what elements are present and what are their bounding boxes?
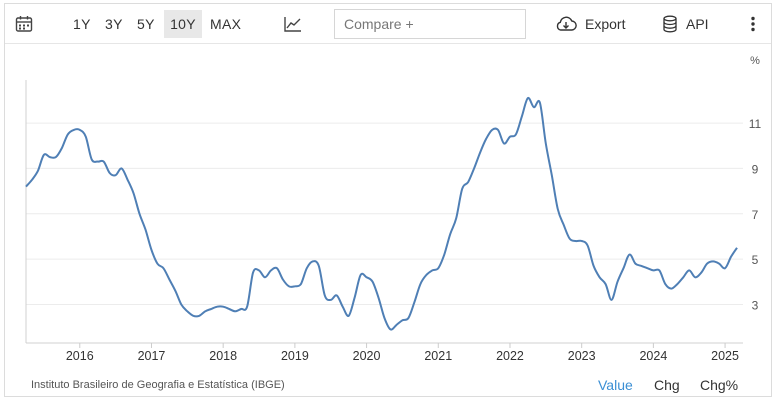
database-icon bbox=[662, 15, 678, 33]
x-tick-label: 2021 bbox=[424, 349, 452, 363]
y-tick-label: 5 bbox=[752, 253, 759, 267]
export-label: Export bbox=[585, 16, 626, 32]
tab-chg-percent[interactable]: Chg% bbox=[700, 377, 739, 393]
tab-value[interactable]: Value bbox=[598, 377, 633, 393]
y-tick-label: 9 bbox=[752, 162, 759, 176]
api-label: API bbox=[686, 16, 709, 32]
export-button[interactable]: Export bbox=[555, 4, 625, 44]
y-tick-label: 3 bbox=[752, 298, 759, 312]
x-tick-label: 2022 bbox=[496, 349, 524, 363]
range-5y-button[interactable]: 5Y bbox=[137, 16, 155, 32]
api-button[interactable]: API bbox=[662, 4, 709, 44]
range-3y-button[interactable]: 3Y bbox=[105, 16, 123, 32]
tab-chg[interactable]: Chg bbox=[654, 377, 680, 393]
vertical-ellipsis-icon[interactable] bbox=[745, 4, 761, 44]
calendar-icon[interactable] bbox=[13, 4, 35, 44]
y-tick-label: 11 bbox=[749, 117, 762, 131]
cloud-download-icon bbox=[555, 16, 577, 32]
x-tick-label: 2024 bbox=[639, 349, 667, 363]
source-label: Instituto Brasileiro de Geografia e Esta… bbox=[31, 379, 285, 391]
x-tick-label: 2023 bbox=[568, 349, 596, 363]
range-1y-button[interactable]: 1Y bbox=[73, 16, 91, 32]
range-max-button[interactable]: MAX bbox=[210, 16, 242, 32]
x-tick-label: 2020 bbox=[353, 349, 381, 363]
compare-input[interactable] bbox=[334, 9, 526, 39]
x-tick-label: 2017 bbox=[138, 349, 166, 363]
series-line bbox=[25, 97, 738, 331]
x-tick-label: 2025 bbox=[711, 349, 739, 363]
unit-label: % bbox=[750, 55, 760, 67]
line-chart: 3 5 7 9 11% 2016 2017 2018 2019 2020 2021 2022 2023 2… bbox=[25, 55, 762, 363]
range-10y-button[interactable]: 10Y bbox=[164, 10, 202, 38]
chart-toolbar: 1Y 3Y 5Y 10Y MAX Export bbox=[5, 4, 771, 44]
line-chart-icon[interactable] bbox=[281, 4, 305, 44]
x-tick-label: 2016 bbox=[66, 349, 94, 363]
chart-widget: 1Y 3Y 5Y 10Y MAX Export bbox=[4, 3, 772, 397]
x-tick-label: 2019 bbox=[281, 349, 309, 363]
x-tick-label: 2018 bbox=[209, 349, 237, 363]
y-tick-label: 7 bbox=[752, 208, 759, 222]
